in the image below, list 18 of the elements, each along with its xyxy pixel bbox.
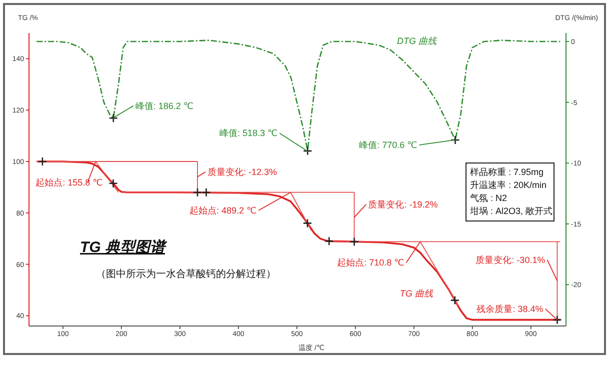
text: （图中所示为一水合草酸钙的分解过程） — [96, 268, 276, 280]
annotation: 起始点: 489.2 ℃ — [189, 205, 257, 216]
annotation: 升温速率 : 20K/min — [470, 180, 547, 190]
annotation: 起始点: 710.8 ℃ — [337, 258, 404, 268]
annotation: 坩埚 : Al2O3, 敞开式 — [469, 206, 553, 216]
annotation: 起始点: 155.8 ℃ — [36, 178, 103, 188]
annotation: 峰值: 770.6 ℃ — [359, 140, 418, 150]
annotation: 气氛 : N2 — [470, 193, 508, 203]
annotation: TG 曲线 — [400, 288, 434, 298]
annotation: 峰值: 518.3 ℃ — [219, 128, 278, 138]
annotation: 质量变化: -19.2% — [368, 199, 438, 210]
annotation: 峰值: 186.2 ℃ — [135, 100, 194, 111]
annotation: 质量变化: -12.3% — [207, 166, 277, 177]
annotation: 样品称重 : 7.95mg — [470, 167, 544, 177]
annotation: 质量变化: -30.1% — [476, 254, 546, 265]
text: TG 典型图谱 — [80, 238, 168, 256]
annotation: 残余质量: 38.4% — [476, 304, 544, 314]
annotation: DTG 曲线 — [397, 36, 438, 46]
